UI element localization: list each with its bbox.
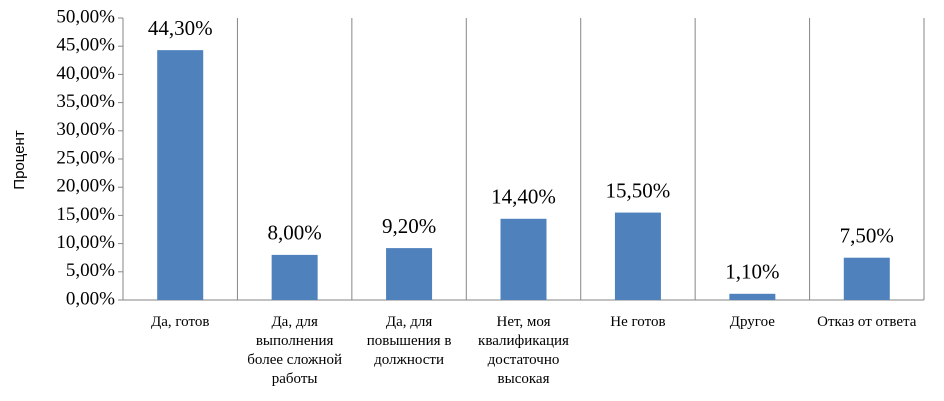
x-tick-label: Да, готов: [150, 314, 210, 330]
y-tick-label: 35,00%: [56, 91, 115, 112]
y-tick-label: 20,00%: [56, 176, 115, 197]
bar: [614, 212, 661, 300]
y-tick-label: 25,00%: [56, 147, 115, 168]
value-label: 9,20%: [382, 214, 436, 238]
x-tick-label: Отказ от ответа: [817, 314, 917, 330]
value-label: 15,50%: [606, 178, 671, 202]
bar: [386, 248, 433, 300]
x-tick-label: Нет, моя квалификация достаточно высокая: [478, 314, 569, 387]
y-tick-label: 0,00%: [66, 288, 115, 309]
value-label: 1,10%: [725, 260, 779, 284]
y-tick-label: 45,00%: [56, 35, 115, 56]
bar: [500, 218, 547, 300]
x-tick-label: Не готов: [610, 314, 666, 330]
y-tick-label: 40,00%: [56, 63, 115, 84]
value-label: 14,40%: [491, 185, 556, 209]
x-tick-label: Да, для выполнения более сложной работы: [247, 314, 342, 387]
y-tick-label: 15,00%: [56, 204, 115, 225]
value-label: 8,00%: [268, 221, 322, 245]
bar: [157, 50, 204, 301]
value-label: 7,50%: [840, 224, 894, 248]
y-tick-label: 50,00%: [56, 6, 115, 27]
x-tick-label: Да, для повышения в должности: [366, 314, 452, 368]
y-tick-label: 5,00%: [66, 260, 115, 281]
x-tick-label: Другое: [729, 314, 775, 330]
y-tick-label: 10,00%: [56, 232, 115, 253]
bar: [843, 257, 890, 300]
value-label: 44,30%: [148, 16, 213, 40]
bar: [729, 293, 776, 300]
y-axis-label: Процент: [11, 130, 28, 190]
bar: [271, 254, 318, 300]
y-tick-label: 30,00%: [56, 119, 115, 140]
